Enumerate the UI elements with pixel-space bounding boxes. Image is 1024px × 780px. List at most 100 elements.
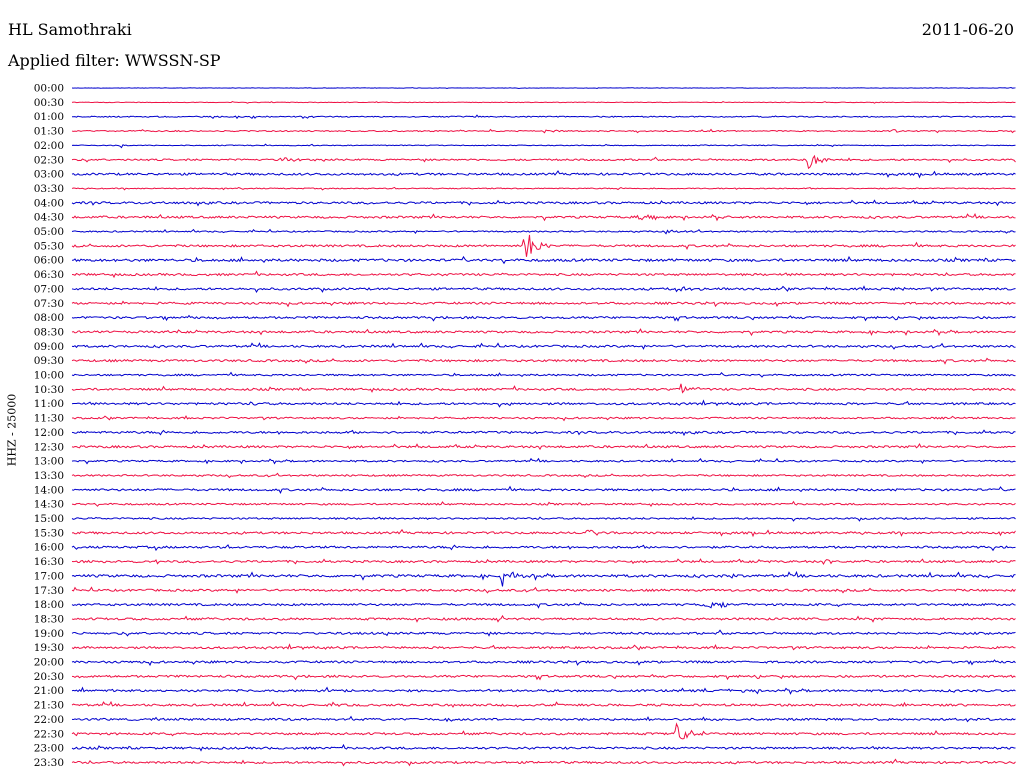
seismic-trace-2130 bbox=[71, 700, 1016, 708]
seismic-trace-0300 bbox=[71, 170, 1016, 179]
time-tick-label: 02:00 bbox=[34, 140, 64, 152]
seismic-trace-1130 bbox=[71, 415, 1016, 422]
time-tick-label: 11:30 bbox=[34, 413, 64, 425]
time-tick-label: 12:00 bbox=[34, 427, 64, 439]
time-tick-label: 14:30 bbox=[34, 499, 64, 511]
seismic-trace-0430 bbox=[71, 212, 1016, 222]
time-tick-label: 15:30 bbox=[34, 527, 64, 539]
seismic-trace-1630 bbox=[71, 558, 1016, 565]
record-date: 2011-06-20 bbox=[921, 20, 1014, 39]
seismic-trace-2330 bbox=[71, 758, 1016, 767]
seismic-trace-1400 bbox=[71, 485, 1016, 494]
seismic-trace-0930 bbox=[71, 357, 1016, 365]
time-tick-label: 09:30 bbox=[34, 355, 64, 367]
time-tick-label: 07:00 bbox=[34, 283, 64, 295]
time-tick-label: 03:30 bbox=[34, 183, 64, 195]
time-tick-label: 10:00 bbox=[34, 370, 64, 382]
time-tick-label: 17:30 bbox=[34, 585, 64, 597]
time-tick-label: 08:30 bbox=[34, 326, 64, 338]
seismic-trace-1200 bbox=[71, 429, 1016, 437]
time-tick-label: 14:00 bbox=[34, 484, 64, 496]
time-tick-label: 19:00 bbox=[34, 628, 64, 640]
seismic-trace-2200 bbox=[71, 715, 1016, 723]
time-tick-label: 05:00 bbox=[34, 226, 64, 238]
seismic-trace-1730 bbox=[71, 586, 1016, 594]
seismic-trace-1230 bbox=[71, 442, 1016, 451]
seismic-trace-1300 bbox=[71, 457, 1016, 465]
time-tick-label: 16:00 bbox=[34, 542, 64, 554]
seismic-trace-1900 bbox=[71, 629, 1016, 637]
seismic-trace-2030 bbox=[71, 674, 1016, 681]
time-tick-label: 09:00 bbox=[34, 341, 64, 353]
seismic-trace-0730 bbox=[71, 300, 1016, 308]
time-tick-label: 07:30 bbox=[34, 298, 64, 310]
seismic-trace-2230 bbox=[71, 722, 1016, 740]
time-tick-label: 22:00 bbox=[34, 714, 64, 726]
seismic-trace-0330 bbox=[71, 186, 1016, 191]
seismic-trace-1030 bbox=[71, 383, 1016, 394]
time-tick-label: 17:00 bbox=[34, 570, 64, 582]
seismic-trace-0630 bbox=[71, 270, 1016, 279]
seismic-trace-0100 bbox=[71, 114, 1016, 120]
time-tick-label: 20:30 bbox=[34, 671, 64, 683]
seismic-trace-1430 bbox=[71, 500, 1016, 508]
time-tick-label: 12:30 bbox=[34, 441, 64, 453]
time-tick-label: 16:30 bbox=[34, 556, 64, 568]
time-tick-label: 00:30 bbox=[34, 97, 64, 109]
time-tick-label: 01:00 bbox=[34, 111, 64, 123]
time-tick-label: 00:00 bbox=[34, 83, 64, 95]
time-tick-label: 04:00 bbox=[34, 197, 64, 209]
time-tick-label: 13:30 bbox=[34, 470, 64, 482]
station-title: HL Samothraki bbox=[8, 20, 132, 39]
time-tick-label: 11:00 bbox=[34, 398, 64, 410]
time-tick-label: 10:30 bbox=[34, 384, 64, 396]
time-tick-label: 05:30 bbox=[34, 240, 64, 252]
seismic-trace-0830 bbox=[71, 328, 1016, 337]
seismic-trace-1000 bbox=[71, 371, 1016, 378]
seismic-trace-1530 bbox=[71, 528, 1016, 538]
time-tick-label: 15:00 bbox=[34, 513, 64, 525]
seismic-trace-2300 bbox=[71, 743, 1016, 752]
seismic-trace-1830 bbox=[71, 614, 1016, 623]
filter-label: Applied filter: WWSSN-SP bbox=[8, 51, 221, 70]
time-tick-label: 22:30 bbox=[34, 728, 64, 740]
seismic-trace-0200 bbox=[71, 143, 1016, 149]
seismic-trace-0530 bbox=[71, 234, 1016, 257]
seismic-trace-1930 bbox=[71, 643, 1016, 651]
time-tick-label: 23:00 bbox=[34, 743, 64, 755]
time-tick-label: 06:30 bbox=[34, 269, 64, 281]
seismic-trace-1100 bbox=[71, 399, 1016, 408]
time-tick-label: 21:30 bbox=[34, 700, 64, 712]
seismic-trace-2100 bbox=[71, 686, 1016, 695]
time-tick-label: 23:30 bbox=[34, 757, 64, 769]
seismic-trace-0400 bbox=[71, 199, 1016, 207]
time-tick-label: 02:30 bbox=[34, 154, 64, 166]
seismic-trace-0500 bbox=[71, 228, 1016, 235]
seismic-trace-1500 bbox=[71, 516, 1016, 522]
seismic-trace-2000 bbox=[71, 659, 1016, 667]
time-tick-label: 21:00 bbox=[34, 685, 64, 697]
time-tick-label: 18:30 bbox=[34, 613, 64, 625]
time-tick-label: 01:30 bbox=[34, 126, 64, 138]
seismic-trace-0700 bbox=[71, 285, 1016, 293]
seismic-trace-1330 bbox=[71, 472, 1016, 479]
seismic-trace-0600 bbox=[71, 255, 1016, 265]
time-tick-label: 06:00 bbox=[34, 255, 64, 267]
time-tick-label: 19:30 bbox=[34, 642, 64, 654]
seismic-trace-0230 bbox=[71, 154, 1016, 170]
time-tick-label: 03:00 bbox=[34, 169, 64, 181]
time-tick-label: 04:30 bbox=[34, 212, 64, 224]
time-tick-label: 20:00 bbox=[34, 657, 64, 669]
time-tick-label: 13:00 bbox=[34, 456, 64, 468]
seismic-trace-0000 bbox=[71, 87, 1016, 90]
time-tick-label: 18:00 bbox=[34, 599, 64, 611]
time-tick-label: 08:00 bbox=[34, 312, 64, 324]
seismic-trace-1600 bbox=[71, 544, 1016, 552]
seismic-trace-1700 bbox=[71, 570, 1016, 587]
seismic-trace-0800 bbox=[71, 314, 1016, 322]
seismic-trace-0900 bbox=[71, 342, 1016, 350]
seismic-trace-1800 bbox=[71, 601, 1016, 609]
seismic-trace-0130 bbox=[71, 128, 1016, 134]
seismic-trace-0030 bbox=[71, 100, 1016, 104]
